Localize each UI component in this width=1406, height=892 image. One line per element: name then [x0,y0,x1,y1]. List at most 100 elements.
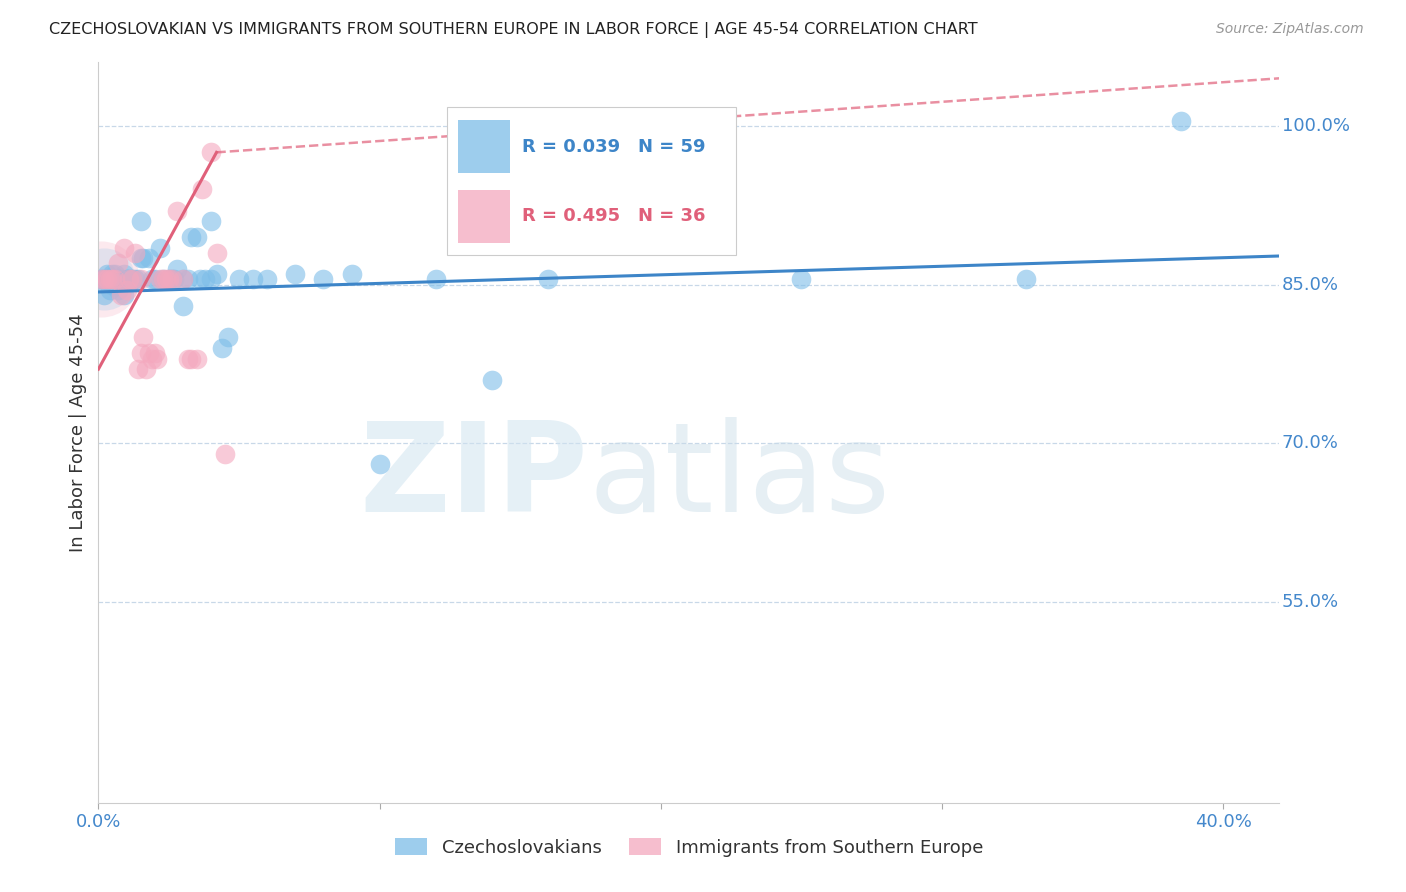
Point [180,230,202,244]
Point [143,346,166,360]
Text: Source: ZipAtlas.com: Source: ZipAtlas.com [1216,22,1364,37]
Point [149,241,172,255]
Text: 100.0%: 100.0% [1282,117,1350,135]
Point [118,272,141,286]
Point [149,272,172,286]
Point [172,272,194,286]
Point [110,272,132,286]
Point [98,283,121,297]
Point [228,272,250,286]
Point [790,272,813,286]
Point [101,267,124,281]
Point [186,230,208,244]
Point [180,351,202,366]
Point [112,288,135,302]
Point [152,272,174,286]
Point [104,267,127,281]
Point [186,351,208,366]
Point [166,203,188,218]
Point [340,267,363,281]
Point [90,272,112,286]
Point [127,362,149,376]
Point [96,272,118,286]
Point [211,341,233,355]
Point [242,272,264,286]
Point [194,272,217,286]
Text: 85.0%: 85.0% [1282,276,1339,293]
Point [138,346,160,360]
Point [177,351,200,366]
Point [129,251,152,265]
Text: atlas: atlas [589,417,890,538]
Point [121,272,143,286]
Point [110,288,132,302]
Point [141,272,163,286]
Point [205,267,228,281]
Point [90,272,112,286]
Point [90,272,112,286]
Point [205,245,228,260]
Point [1170,113,1192,128]
Text: 55.0%: 55.0% [1282,593,1339,611]
Point [124,272,146,286]
Point [107,256,129,270]
Point [214,447,236,461]
Point [166,261,188,276]
Legend: Czechoslovakians, Immigrants from Southern Europe: Czechoslovakians, Immigrants from Southe… [388,830,990,864]
Point [155,272,177,286]
Y-axis label: In Labor Force | Age 45-54: In Labor Force | Age 45-54 [69,313,87,552]
Point [129,214,152,228]
Point [115,272,138,286]
Point [98,272,121,286]
Point [163,272,186,286]
Point [138,251,160,265]
Point [172,272,194,286]
Point [157,272,180,286]
Point [93,272,115,286]
Point [115,272,138,286]
Point [1015,272,1038,286]
Point [129,346,152,360]
Point [107,272,129,286]
Point [127,272,149,286]
Point [104,272,127,286]
Point [200,145,222,160]
Text: ZIP: ZIP [360,417,589,538]
Point [368,458,391,472]
Point [143,272,166,286]
Point [312,272,335,286]
Point [93,272,115,286]
Point [152,272,174,286]
Text: CZECHOSLOVAKIAN VS IMMIGRANTS FROM SOUTHERN EUROPE IN LABOR FORCE | AGE 45-54 CO: CZECHOSLOVAKIAN VS IMMIGRANTS FROM SOUTH… [49,22,977,38]
Point [200,214,222,228]
Point [101,272,124,286]
Point [141,351,163,366]
Point [177,272,200,286]
Point [93,288,115,302]
Point [96,267,118,281]
Point [200,272,222,286]
Point [135,362,157,376]
Point [157,272,180,286]
Point [146,351,169,366]
Point [481,373,503,387]
Point [96,272,118,286]
Point [129,272,152,286]
Point [104,272,127,286]
Point [93,272,115,286]
Point [172,299,194,313]
Text: 70.0%: 70.0% [1282,434,1339,452]
Point [115,283,138,297]
Point [160,272,183,286]
Point [118,272,141,286]
Point [132,330,155,344]
Point [121,272,143,286]
Point [98,272,121,286]
Point [256,272,278,286]
Point [101,277,124,292]
Point [537,272,560,286]
Point [191,182,214,196]
Point [284,267,307,281]
Point [124,245,146,260]
Point [160,272,183,286]
